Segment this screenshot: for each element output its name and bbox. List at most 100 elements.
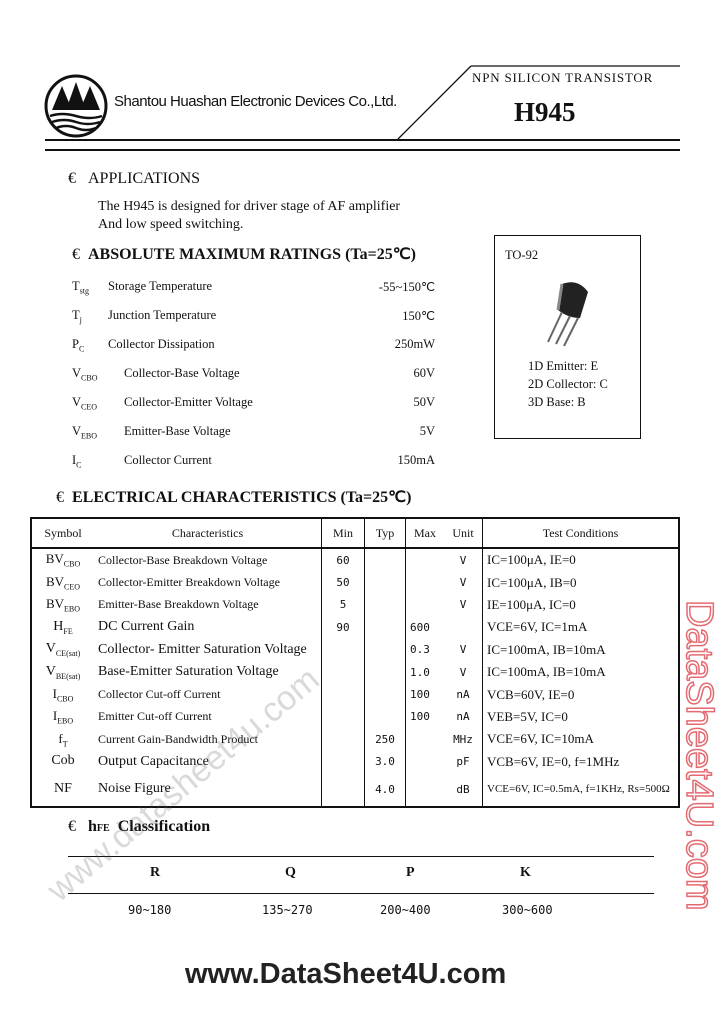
row-typ [364,638,406,661]
rating-value: 50V [413,395,435,409]
table-header: Symbol Characteristics Min Typ Max Unit … [31,518,679,549]
row-unit: V [444,571,483,594]
row-unit: V [444,660,483,684]
row-unit: V [444,548,483,572]
row-min: 50 [321,571,365,594]
hfe-rank: R [150,865,161,880]
row-min [321,638,365,661]
row-test-condition: VCE=6V, IC=0.5mA, f=1KHz, Rs=500Ω [487,783,670,796]
row-typ: 4.0 [364,772,406,807]
row-min [321,705,365,729]
rating-symbol: Tstg [72,279,89,296]
company-logo [44,74,108,138]
divider [68,893,654,894]
rating-value: -55~150℃ [378,280,435,294]
row-typ: 250 [364,728,406,751]
row-unit: nA [444,683,483,706]
row-typ: 3.0 [364,750,406,773]
row-test-condition: VCB=6V, IE=0, f=1MHz [487,753,620,769]
row-unit: V [444,593,483,617]
row-symbol: ICBO [52,685,74,704]
row-test-condition: IC=100mA, IB=10mA [487,664,606,680]
pin-label: 3D Base: B [528,395,586,409]
row-symbol: BVCBO [45,551,81,569]
table-row: BVCEO Collector-Emitter Breakdown Voltag… [31,571,679,594]
row-symbol: IEBO [52,708,74,726]
row-max [406,751,445,773]
table-row: HFE DC Current Gain 90 600 VCE=6V, IC=1m… [31,616,679,639]
row-min: 60 [321,548,365,572]
row-min [321,683,365,706]
row-max: 1.0 [410,665,430,679]
rating-label: Storage Temperature [108,279,213,293]
row-typ [364,660,406,684]
hfe-rank: P [406,865,415,880]
hfe-range: 135~270 [262,903,313,917]
rating-label: Collector-Emitter Voltage [124,395,253,409]
header-divider [397,65,680,140]
row-min: 5 [321,593,365,617]
ratings-heading: € ABSOLUTE MAXIMUM RATINGS (Ta=25℃) [72,246,417,263]
hfe-rank: Q [285,865,296,880]
hfe-range: 90~180 [128,903,172,917]
row-symbol: VBE(sat) [45,663,81,681]
row-test-condition: IE=100μA, IC=0 [487,596,576,612]
row-max [406,594,445,616]
row-test-condition: IC=100μA, IE=0 [487,552,576,568]
row-max: 100 [410,710,430,724]
electrical-heading: € ELECTRICAL CHARACTERISTICS (Ta=25℃) [56,489,412,506]
table-row: BVCBO Collector-Base Breakdown Voltage 6… [31,548,679,572]
row-characteristic: Noise Figure [94,772,322,807]
rating-value: 150mA [397,453,436,467]
col-characteristics: Characteristics [94,518,322,549]
row-max [406,773,445,807]
row-test-condition: VCE=6V, IC=1mA [487,619,588,635]
row-unit: nA [444,705,483,729]
pin-label: 2D Collector: C [528,377,608,391]
row-characteristic: DC Current Gain [94,616,322,639]
row-max: 600 [410,620,430,634]
table-row: Cob Output Capacitance 3.0 pF VCB=6V, IE… [31,750,679,773]
row-unit: MHz [444,728,483,751]
table-row: NF Noise Figure 4.0 dB VCE=6V, IC=0.5mA,… [31,772,679,807]
row-unit [444,616,483,639]
rating-label: Emitter-Base Voltage [124,424,231,438]
row-characteristic: Collector-Base Breakdown Voltage [94,548,322,572]
row-unit: pF [444,750,483,773]
divider [68,856,654,857]
row-symbol: fT [58,730,68,749]
rating-value: 250mW [394,337,435,351]
rating-symbol: IC [72,453,82,470]
row-test-condition: VCE=6V, IC=10mA [487,731,594,747]
package-name: TO-92 [505,248,539,262]
rating-label: Collector Current [124,453,212,467]
col-min: Min [321,518,365,549]
application-line: The H945 is designed for driver stage of… [98,199,401,214]
row-characteristic: Emitter-Base Breakdown Voltage [94,593,322,617]
classification-heading: € hFE Classification [68,818,211,835]
row-typ [364,683,406,706]
rating-symbol: VEBO [72,424,98,441]
row-typ [364,616,406,639]
side-watermark: DataSheet4U.com [677,599,720,911]
row-test-condition: VCB=60V, IE=0 [487,686,575,702]
company-name: Shantou Huashan Electronic Devices Co.,L… [114,93,397,110]
rating-label: Junction Temperature [108,308,217,322]
table-row: fT Current Gain-Bandwidth Product 250 MH… [31,728,679,751]
rating-value: 60V [413,366,435,380]
table-row: ICBO Collector Cut-off Current 100 nA VC… [31,683,679,706]
hfe-range: 300~600 [502,903,553,917]
divider [45,149,680,151]
row-min [321,728,365,751]
row-typ [364,705,406,729]
package-box: TO-92 1D Emitter: E 2D Collector: C 3D B… [494,235,641,439]
row-characteristic: Collector-Emitter Breakdown Voltage [94,571,322,594]
rating-label: Collector-Base Voltage [124,366,240,380]
application-line: And low speed switching. [98,217,244,232]
table-row: IEBO Emitter Cut-off Current 100 nA VEB=… [31,705,679,729]
row-test-condition: VEB=5V, IC=0 [487,708,568,724]
applications-heading: € APPLICATIONS [68,170,201,187]
col-max: Max [405,518,444,549]
row-characteristic: Collector- Emitter Saturation Voltage [94,638,322,661]
